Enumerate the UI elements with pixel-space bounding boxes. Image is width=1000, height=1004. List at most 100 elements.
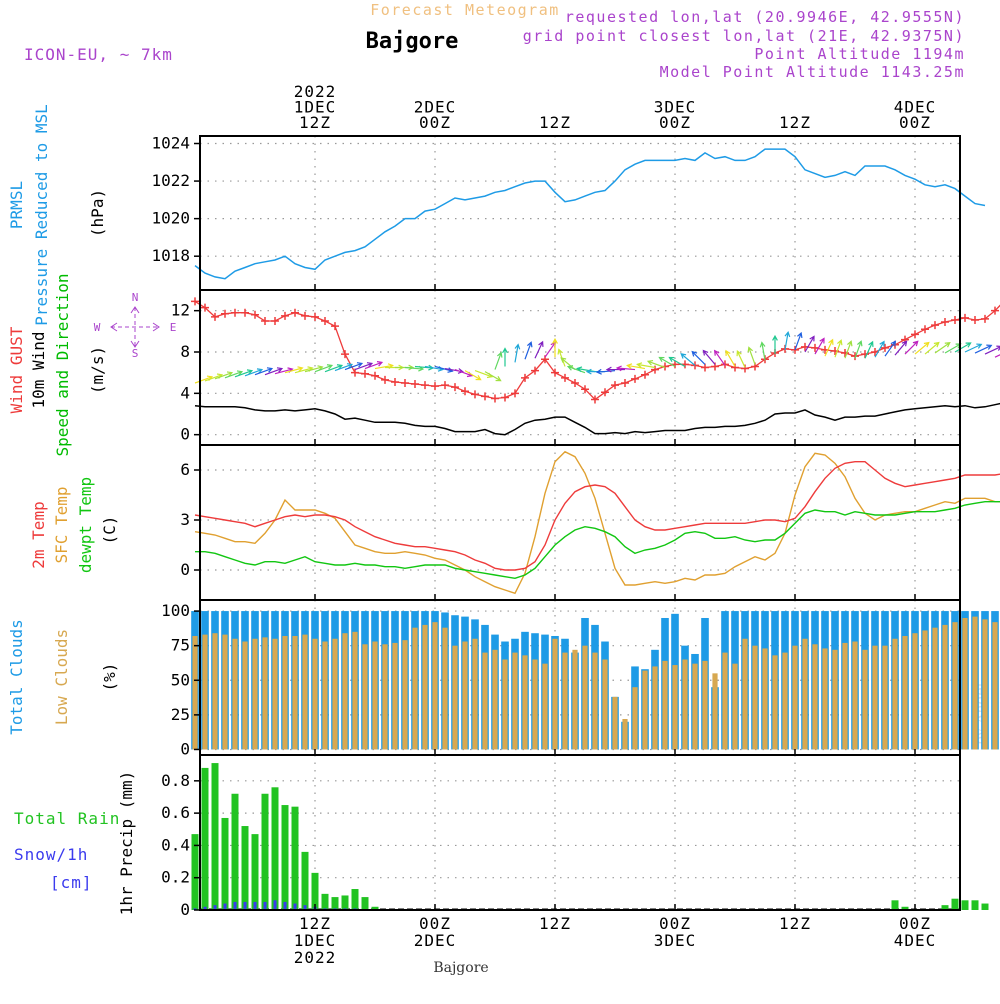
low-clouds-bar (542, 663, 548, 750)
wind-direction-arrow (814, 337, 825, 355)
wind-direction-arrow (524, 341, 533, 360)
time-label-bottom: 00Z (899, 914, 931, 933)
wind-gust-point (511, 389, 519, 398)
low-clouds-bar (882, 645, 888, 750)
low-clouds-bar (802, 638, 808, 750)
label-total-rain: Total Rain (14, 809, 120, 828)
wind-direction-arrow (747, 346, 756, 365)
wind-gust-point (251, 310, 259, 319)
wind-direction-arrow (894, 340, 908, 356)
low-clouds-bar (752, 645, 758, 750)
ylabel-wind-gust: Wind GUST (7, 326, 26, 413)
wind-direction-arrow (514, 343, 521, 363)
low-clouds-bar (292, 635, 298, 750)
time-label-top: 12Z (299, 113, 331, 132)
time-label-top: 4DEC (894, 98, 937, 117)
low-clouds-bar (442, 627, 448, 750)
ylabel-dewpt-temp: dewpt Temp (76, 477, 95, 573)
y-tick-label: 0 (180, 739, 190, 758)
snow-bar (293, 903, 297, 910)
low-clouds-bar (262, 637, 268, 750)
time-label-bottom: 2022 (294, 948, 337, 967)
low-clouds-bar (812, 644, 818, 750)
y-tick-label: 6 (180, 460, 190, 479)
low-clouds-bar (852, 641, 858, 750)
low-clouds-bar (922, 630, 928, 750)
wind-gust-point (451, 383, 459, 392)
wind-direction-arrow (284, 366, 304, 374)
label-snow: Snow/1h (14, 845, 88, 864)
wind-gust-point (481, 392, 489, 401)
time-label-bottom: 3DEC (654, 931, 697, 950)
wind-direction-arrow (626, 363, 646, 370)
snow-bar (193, 908, 197, 910)
time-label-top: 00Z (659, 113, 691, 132)
low-clouds-bar (952, 622, 958, 750)
time-label-top: 12Z (539, 113, 571, 132)
low-clouds-bar (572, 649, 578, 750)
wind-direction-arrow (354, 362, 374, 371)
y-tick-label: 12 (171, 301, 190, 320)
wind-gust-point (321, 317, 329, 325)
wind-direction-arrow (691, 350, 706, 365)
ylabel-10m-wind: 10m Wind (29, 331, 48, 408)
wind-gust-point (261, 317, 269, 325)
low-clouds-bar (382, 644, 388, 750)
wind-gust-point (571, 379, 579, 387)
wind-gust-point (231, 308, 239, 317)
wind-direction-arrow (759, 341, 766, 361)
wind-gust-point (191, 297, 199, 306)
compass-east: E (170, 321, 177, 334)
low-clouds-bar (452, 645, 458, 750)
wind-direction-arrow (324, 364, 344, 373)
wind-direction-arrow (566, 365, 586, 374)
time-label-bottom: 4DEC (894, 931, 937, 950)
wind-direction-arrow (224, 370, 244, 379)
rain-bar (221, 817, 229, 910)
rain-bar (371, 906, 379, 910)
low-clouds-bar (552, 638, 558, 750)
low-clouds-bar (912, 633, 918, 750)
rain-bar (981, 903, 989, 910)
wind-direction-arrow (736, 350, 746, 368)
y-tick-label: 0 (180, 560, 190, 579)
low-clouds-bar (602, 659, 608, 750)
y-tick-label: 4 (180, 383, 190, 402)
snow-bar (273, 900, 277, 910)
wind-gust-point (411, 380, 419, 389)
wind-gust-point (341, 350, 349, 359)
ylabel-temp-unit: (C) (100, 516, 119, 545)
y-tick-label: 0.2 (161, 868, 190, 887)
wind-gust-point (921, 325, 929, 334)
wind-gust-point (841, 349, 849, 358)
wind-direction-arrow (344, 362, 364, 371)
point-altitude: Point Altitude 1194m (754, 45, 965, 63)
wind-gust-line (194, 300, 1000, 401)
wind-gust-point (641, 370, 649, 379)
wind-gust-point (551, 368, 559, 377)
rain-bar (311, 872, 319, 910)
time-label-bottom: 12Z (539, 914, 571, 933)
wind-direction-arrow (954, 342, 972, 353)
wind-gust-point (861, 350, 869, 359)
low-clouds-bar (742, 638, 748, 750)
rain-bar (331, 897, 339, 910)
wind-gust-point (361, 369, 369, 378)
y-tick-label: 0 (180, 900, 190, 919)
low-clouds-bar (252, 638, 258, 750)
low-clouds-bar (962, 617, 968, 750)
y-tick-label: 8 (180, 342, 190, 361)
rain-bar (291, 806, 299, 910)
wind-gust-point (421, 381, 429, 390)
wind-gust-point (961, 313, 969, 322)
time-label-bottom: 00Z (659, 914, 691, 933)
wind-gust-point (951, 315, 959, 324)
wind-direction-arrow (502, 347, 508, 367)
low-clouds-bar (692, 663, 698, 750)
time-label-bottom: 1DEC (294, 931, 337, 950)
wind-gust-point (731, 363, 739, 372)
wind-direction-arrow (244, 368, 264, 377)
wind-gust-point (211, 312, 219, 321)
